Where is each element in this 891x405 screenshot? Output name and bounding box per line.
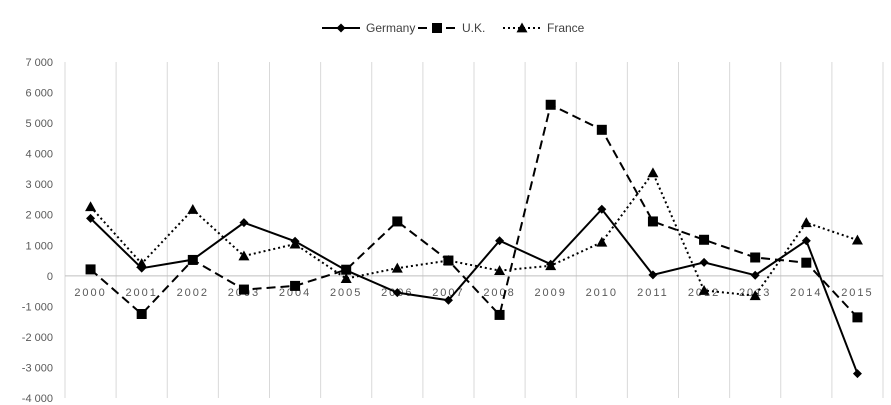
legend-marker-germany bbox=[336, 23, 346, 33]
y-tick-label: 2 000 bbox=[25, 210, 53, 222]
x-tick-label: 2009 bbox=[534, 287, 566, 299]
x-tick-label: 2008 bbox=[483, 287, 515, 299]
x-tick-label: 2010 bbox=[586, 287, 618, 299]
data-point-france bbox=[851, 234, 863, 245]
x-tick-label: 2005 bbox=[330, 287, 362, 299]
data-point-u-k bbox=[699, 234, 710, 245]
data-point-france bbox=[442, 255, 454, 265]
y-tick-label: 5 000 bbox=[25, 118, 53, 130]
legend-marker-u-k bbox=[432, 23, 442, 33]
data-point-france bbox=[596, 236, 608, 247]
legend-label-france: France bbox=[547, 21, 585, 35]
y-tick-label: 4 000 bbox=[25, 149, 53, 161]
data-point-u-k bbox=[85, 264, 96, 275]
gridlines bbox=[64, 62, 884, 398]
data-point-u-k bbox=[341, 264, 352, 275]
data-point-germany bbox=[597, 204, 607, 214]
data-point-u-k bbox=[392, 216, 403, 227]
data-point-germany bbox=[699, 257, 709, 267]
data-point-u-k bbox=[494, 309, 505, 320]
data-point-france bbox=[85, 201, 97, 212]
data-point-u-k bbox=[545, 99, 556, 110]
legend-label-germany: Germany bbox=[366, 21, 415, 35]
x-tick-label: 2000 bbox=[74, 287, 106, 299]
data-point-u-k bbox=[238, 284, 249, 295]
data-point-france bbox=[289, 238, 301, 249]
legend: Germany U.K. France bbox=[322, 21, 585, 35]
data-point-france bbox=[545, 260, 557, 271]
series-line-u-k bbox=[89, 103, 859, 319]
series-lines bbox=[85, 99, 863, 379]
legend-item-france: France bbox=[503, 21, 585, 35]
y-tick-label: 1 000 bbox=[25, 240, 53, 252]
x-tick-label: 2004 bbox=[279, 287, 311, 299]
x-tick-label: 2001 bbox=[125, 287, 157, 299]
data-point-germany bbox=[392, 288, 402, 298]
data-point-germany bbox=[648, 270, 658, 280]
series-france bbox=[85, 167, 863, 301]
data-point-u-k bbox=[852, 312, 863, 323]
data-point-france bbox=[749, 290, 761, 301]
data-point-france bbox=[136, 258, 148, 268]
y-tick-label: -2 000 bbox=[22, 332, 53, 344]
series-line-france bbox=[89, 170, 858, 297]
x-tick-label: 2011 bbox=[637, 287, 669, 299]
data-point-germany bbox=[495, 236, 505, 246]
x-tick-label: 2002 bbox=[177, 287, 209, 299]
data-point-u-k bbox=[187, 254, 198, 265]
data-point-germany bbox=[86, 213, 96, 223]
legend-marker-france bbox=[516, 22, 528, 33]
x-tick-label: 2015 bbox=[841, 287, 873, 299]
x-tick-label: 2007 bbox=[432, 287, 464, 299]
data-point-germany bbox=[801, 236, 811, 246]
data-point-france bbox=[800, 217, 812, 228]
axes: -4 000 -3 000 -2 000 -1 000 0 1 000 2 000 3 000… bbox=[22, 57, 883, 405]
data-point-germany bbox=[443, 295, 453, 305]
data-point-u-k bbox=[136, 309, 147, 319]
y-tick-label: -3 000 bbox=[22, 362, 53, 374]
legend-item-u-k: U.K. bbox=[418, 21, 485, 35]
data-point-germany bbox=[750, 270, 760, 280]
data-point-france bbox=[647, 167, 659, 178]
series-line-germany bbox=[89, 207, 859, 374]
y-tick-label: 3 000 bbox=[25, 179, 53, 191]
data-point-u-k bbox=[596, 124, 607, 135]
data-point-france bbox=[238, 250, 250, 261]
data-point-france bbox=[187, 204, 199, 214]
y-tick-label: 7 000 bbox=[25, 57, 53, 69]
y-tick-label: -1 000 bbox=[22, 301, 53, 313]
series-u-k bbox=[85, 99, 863, 323]
data-point-france bbox=[698, 284, 710, 295]
data-point-germany bbox=[852, 369, 862, 379]
y-tick-label: 6 000 bbox=[25, 88, 53, 100]
legend-item-germany: Germany bbox=[322, 21, 415, 35]
data-point-u-k bbox=[647, 216, 658, 227]
data-point-u-k bbox=[290, 280, 301, 291]
x-tick-label: 2014 bbox=[790, 287, 822, 299]
data-point-u-k bbox=[750, 252, 761, 263]
data-point-germany bbox=[239, 218, 249, 228]
data-point-france bbox=[340, 273, 352, 283]
data-point-france bbox=[391, 262, 403, 273]
data-point-france bbox=[494, 265, 506, 276]
legend-label-u-k: U.K. bbox=[462, 21, 485, 35]
y-tick-label: -4 000 bbox=[22, 393, 53, 405]
y-tick-label: 0 bbox=[47, 271, 53, 283]
data-point-u-k bbox=[801, 257, 812, 268]
